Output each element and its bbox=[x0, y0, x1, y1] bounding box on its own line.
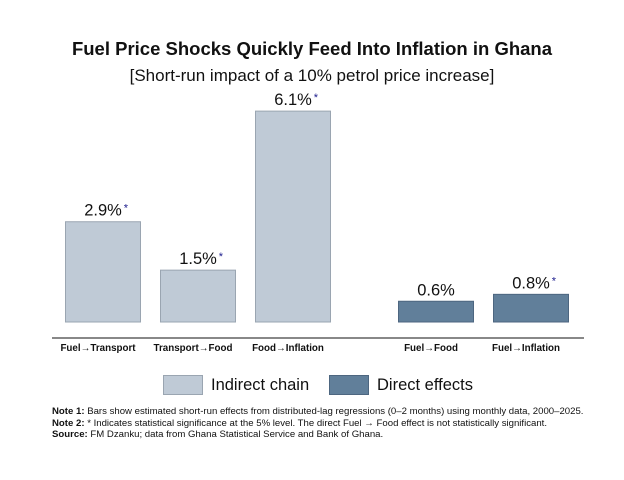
significance-marker-fuel-to-inflation: * bbox=[552, 275, 557, 287]
bar-transport-to-food bbox=[160, 269, 236, 323]
legend-label-indirect: Indirect chain bbox=[211, 375, 310, 394]
x-tick-fuel-to-transport: Fuel→Transport bbox=[60, 343, 136, 354]
legend-label-direct: Direct effects bbox=[377, 375, 473, 394]
value-label-transport-to-food: 1.5% bbox=[179, 250, 217, 268]
source-note: Source: FM Dzanku; data from Ghana Stati… bbox=[52, 429, 612, 441]
value-label-fuel-to-transport: 2.9% bbox=[84, 202, 122, 220]
bar-food-to-inflation bbox=[255, 110, 331, 323]
chart-subtitle: [Short-run impact of a 10% petrol price … bbox=[129, 66, 495, 85]
chart-title: Fuel Price Shocks Quickly Feed Into Infl… bbox=[71, 38, 553, 59]
note-1: Note 1: Bars show estimated short-run ef… bbox=[52, 406, 612, 418]
bar-fuel-to-transport bbox=[65, 221, 141, 323]
x-tick-fuel-to-food: Fuel→Food bbox=[404, 343, 458, 354]
x-tick-food-to-inflation: Food→Inflation bbox=[252, 343, 324, 354]
footnotes: Note 1: Bars show estimated short-run ef… bbox=[52, 406, 612, 441]
value-label-food-to-inflation: 6.1% bbox=[274, 91, 312, 109]
note-2: Note 2: * Indicates statistical signific… bbox=[52, 418, 612, 430]
note-1-text: Bars show estimated short-run effects fr… bbox=[87, 406, 584, 417]
x-tick-fuel-to-inflation: Fuel→Inflation bbox=[492, 343, 560, 354]
source-text: FM Dzanku; data from Ghana Statistical S… bbox=[90, 429, 384, 440]
significance-marker-fuel-to-transport: * bbox=[124, 203, 129, 215]
note-1-label: Note 1: bbox=[52, 406, 85, 417]
bar-fuel-to-food bbox=[398, 300, 474, 323]
legend-swatch-indirect bbox=[163, 375, 203, 395]
legend-swatch-direct bbox=[329, 375, 369, 395]
x-tick-transport-to-food: Transport→Food bbox=[154, 343, 233, 354]
significance-marker-food-to-inflation: * bbox=[314, 92, 319, 104]
note-2-label: Note 2: bbox=[52, 417, 85, 429]
source-label: Source: bbox=[52, 429, 88, 440]
significance-marker-transport-to-food: * bbox=[219, 251, 224, 263]
legend-item-direct: Direct effects bbox=[329, 373, 473, 397]
note-2-text: * Indicates statistical significance at … bbox=[87, 417, 548, 429]
legend-item-indirect: Indirect chain bbox=[163, 373, 309, 397]
value-label-fuel-to-food: 0.6% bbox=[417, 281, 455, 299]
value-label-fuel-to-inflation: 0.8% bbox=[512, 274, 550, 292]
bar-fuel-to-inflation bbox=[493, 293, 569, 323]
